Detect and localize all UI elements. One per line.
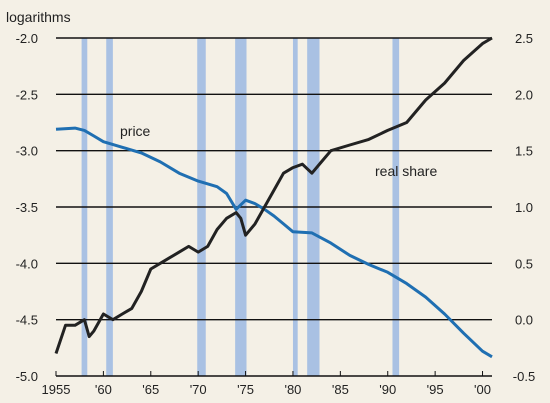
- grid-lines: [56, 37, 492, 377]
- x-tick-label: '95: [427, 382, 444, 397]
- right-tick-label: 0.0: [515, 313, 533, 328]
- series-label-price: price: [120, 123, 151, 139]
- right-tick-label: 1.5: [515, 144, 533, 159]
- x-tick-label: '85: [332, 382, 349, 397]
- x-tick-label: '70: [190, 382, 207, 397]
- left-axis-title: logarithms: [6, 9, 71, 25]
- right-tick-label: 2.5: [515, 31, 533, 46]
- left-tick-label: -2.5: [16, 87, 38, 102]
- x-tick-label: '65: [142, 382, 159, 397]
- right-tick-label: 1.0: [515, 200, 533, 215]
- x-tick-label: '75: [237, 382, 254, 397]
- x-axis-ticks: 1955 '60 '65 '70 '75 '80 '85 '90 '95 '00: [42, 371, 491, 397]
- series-line-price: [55, 126, 493, 359]
- left-tick-label: -2.0: [16, 31, 38, 46]
- left-tick-label: -4.0: [16, 256, 38, 271]
- left-tick-label: -5.0: [16, 369, 38, 384]
- right-tick-label: -0.5: [513, 369, 535, 384]
- right-tick-label: 0.5: [515, 256, 533, 271]
- left-tick-label: -3.0: [16, 144, 38, 159]
- series-label-real-share: real share: [375, 163, 437, 179]
- left-tick-label: -3.5: [16, 200, 38, 215]
- x-tick-label: '00: [474, 382, 491, 397]
- right-tick-label: 2.0: [515, 87, 533, 102]
- left-axis-ticks: -2.0 -2.5 -3.0 -3.5 -4.0 -4.5 -5.0: [16, 31, 38, 384]
- x-tick-label: '80: [284, 382, 301, 397]
- x-tick-label: '60: [95, 382, 112, 397]
- x-tick-label: '90: [379, 382, 396, 397]
- series-line-real-share: [54, 36, 493, 354]
- x-tick-label: 1955: [42, 382, 71, 397]
- right-axis-ticks: 2.5 2.0 1.5 1.0 0.5 0.0 -0.5: [513, 31, 535, 384]
- left-tick-label: -4.5: [16, 313, 38, 328]
- series-lines: [54, 36, 493, 359]
